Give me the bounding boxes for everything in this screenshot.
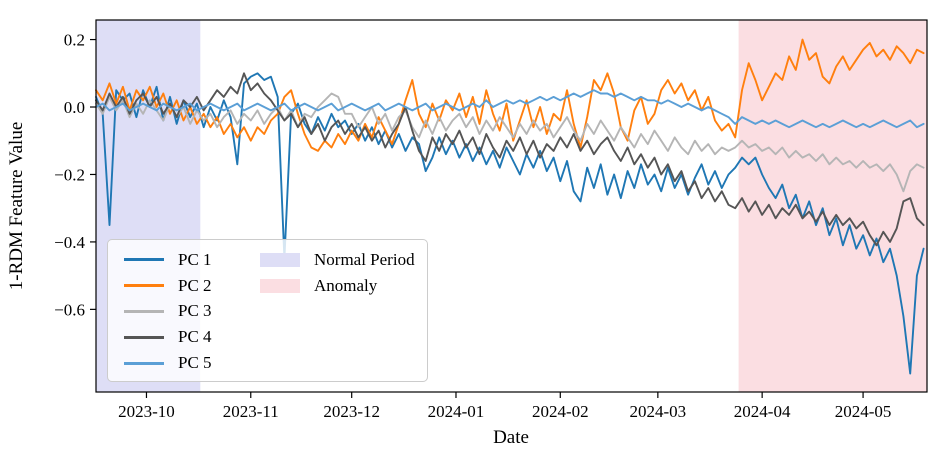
legend-swatch-pc-5: [124, 361, 164, 365]
legend-series-column: PC 1 PC 2 PC 3 PC 4 PC 5: [124, 247, 212, 376]
legend-swatch-pc-3: [124, 309, 164, 313]
legend-swatch-anomaly: [260, 278, 300, 293]
legend-label-pc-3: PC 3: [178, 301, 212, 321]
legend-swatch-normal-period: [260, 252, 300, 267]
legend-item-pc-5: PC 5: [124, 350, 212, 376]
x-tick-label: 2024-03: [630, 402, 687, 421]
x-axis-label: Date: [493, 427, 529, 448]
plot-border: [95, 19, 928, 393]
legend-item-anomaly: Anomaly: [260, 273, 415, 299]
series-line-pc-1: [95, 72, 925, 375]
series-line-pc-3: [95, 92, 925, 193]
legend-bands-column: Normal Period Anomaly: [260, 247, 415, 299]
legend-swatch-pc-2: [124, 284, 164, 288]
legend-label-anomaly: Anomaly: [314, 275, 378, 295]
plot-bands: [96, 20, 927, 392]
legend-label-pc-1: PC 1: [178, 249, 212, 269]
x-tick-label: 2023-10: [118, 402, 175, 421]
legend-swatch-pc-1: [124, 258, 164, 262]
x-tick-label: 2024-02: [532, 402, 589, 421]
x-tick-label: 2024-01: [428, 402, 485, 421]
x-axis: 2023-10 2023-11 2023-12 2024-01 2024-02 2024-…: [118, 392, 891, 421]
legend-item-pc-3: PC 3: [124, 299, 212, 325]
y-tick-label: −0.6: [54, 300, 85, 319]
series-lines: [95, 38, 925, 375]
y-axis-label: 1-RDM Feature Value: [6, 122, 27, 291]
series-line-pc-5: [95, 89, 925, 129]
legend-item-pc-2: PC 2: [124, 273, 212, 299]
legend-label-pc-5: PC 5: [178, 353, 212, 373]
legend-item-pc-1: PC 1: [124, 247, 212, 273]
y-tick-label: −0.4: [54, 233, 85, 252]
y-tick-label: −0.2: [54, 165, 85, 184]
x-tick-label: 2024-05: [835, 402, 892, 421]
x-tick-label: 2024-04: [734, 402, 791, 421]
y-tick-label: 0.2: [64, 31, 85, 50]
legend-label-normal-period: Normal Period: [314, 249, 415, 269]
legend-label-pc-2: PC 2: [178, 275, 212, 295]
legend-swatch-pc-4: [124, 335, 164, 339]
x-tick-label: 2023-11: [223, 402, 279, 421]
series-line-pc-4: [95, 72, 925, 247]
y-tick-label: 0.0: [64, 98, 85, 117]
legend-label-pc-4: PC 4: [178, 327, 212, 347]
legend-item-pc-4: PC 4: [124, 324, 212, 350]
legend-item-normal-period: Normal Period: [260, 247, 415, 273]
series-line-pc-2: [95, 38, 925, 152]
x-tick-label: 2023-12: [323, 402, 380, 421]
legend: PC 1 PC 2 PC 3 PC 4 PC 5 Normal Period Anomal…: [107, 239, 428, 382]
y-axis: 0.2 0.0 −0.2 −0.4 −0.6: [54, 31, 96, 319]
